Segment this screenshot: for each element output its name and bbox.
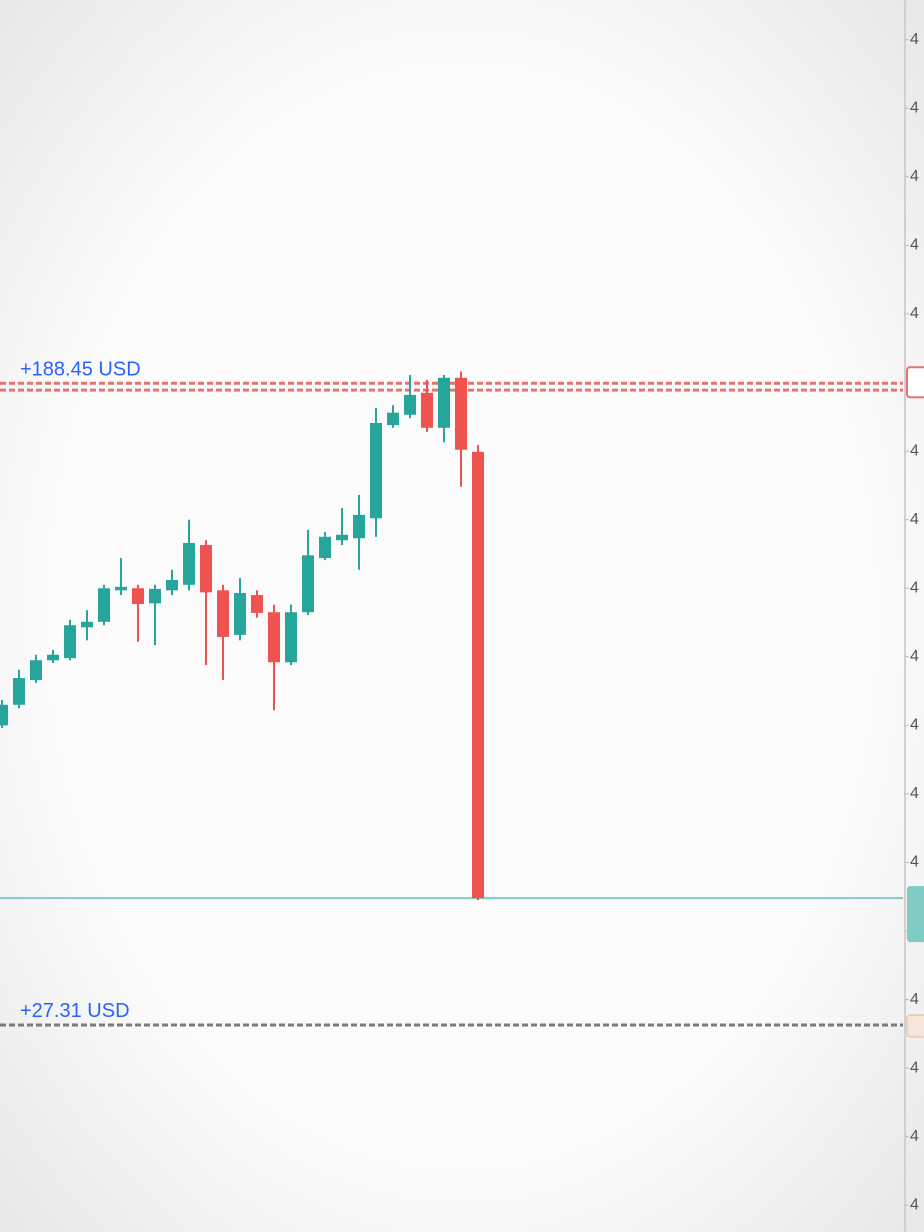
candle-body bbox=[455, 377, 467, 450]
y-tick-label: 4 bbox=[910, 785, 919, 802]
candle-body bbox=[115, 586, 127, 591]
level-tag bbox=[906, 1014, 924, 1038]
candle-body bbox=[387, 412, 399, 426]
candle-body bbox=[404, 394, 416, 415]
y-tick-label: 4 bbox=[910, 237, 919, 254]
y-tick-label: 4 bbox=[910, 442, 919, 459]
candle-body bbox=[217, 590, 229, 637]
y-tick-label: 4 bbox=[910, 854, 919, 871]
candle-body bbox=[183, 542, 195, 585]
y-tick-label: 4 bbox=[910, 511, 919, 528]
y-tick-label: 4 bbox=[910, 305, 919, 322]
candle-body bbox=[64, 625, 76, 659]
y-tick-label: 4 bbox=[910, 648, 919, 665]
candle-body bbox=[98, 588, 110, 622]
level-label: +27.31 USD bbox=[20, 1000, 130, 1022]
candle-body bbox=[149, 588, 161, 604]
candle-body bbox=[285, 612, 297, 663]
candle-body bbox=[81, 621, 93, 628]
candle-body bbox=[472, 451, 484, 899]
candle-body bbox=[251, 595, 263, 613]
y-tick-label: 4 bbox=[910, 991, 919, 1008]
y-tick-label: 4 bbox=[910, 168, 919, 185]
y-tick-label: 4 bbox=[910, 1059, 919, 1076]
candle-body bbox=[200, 545, 212, 593]
candle-body bbox=[336, 534, 348, 541]
candle-body bbox=[370, 423, 382, 519]
candle-body bbox=[438, 377, 450, 428]
level-label: +188.45 USD bbox=[20, 359, 141, 381]
y-tick-label: 4 bbox=[910, 579, 919, 596]
candle-body bbox=[30, 660, 42, 681]
y-tick-label: 4 bbox=[910, 1196, 919, 1213]
y-tick-label: 4 bbox=[910, 1128, 919, 1145]
candle-body bbox=[319, 536, 331, 559]
y-tick-label: 4 bbox=[910, 100, 919, 117]
candle-body bbox=[132, 588, 144, 605]
candle-body bbox=[0, 704, 8, 726]
candle-body bbox=[47, 654, 59, 661]
candle-body bbox=[166, 580, 178, 591]
level-tag bbox=[906, 366, 924, 399]
candle-body bbox=[268, 612, 280, 663]
y-tick-label: 4 bbox=[910, 31, 919, 48]
y-tick-label: 4 bbox=[910, 717, 919, 734]
candle-body bbox=[302, 555, 314, 613]
price-tag bbox=[907, 886, 924, 943]
candle-body bbox=[421, 392, 433, 428]
candle-body bbox=[13, 678, 25, 705]
candle-body bbox=[353, 514, 365, 539]
candle-body bbox=[234, 593, 246, 635]
